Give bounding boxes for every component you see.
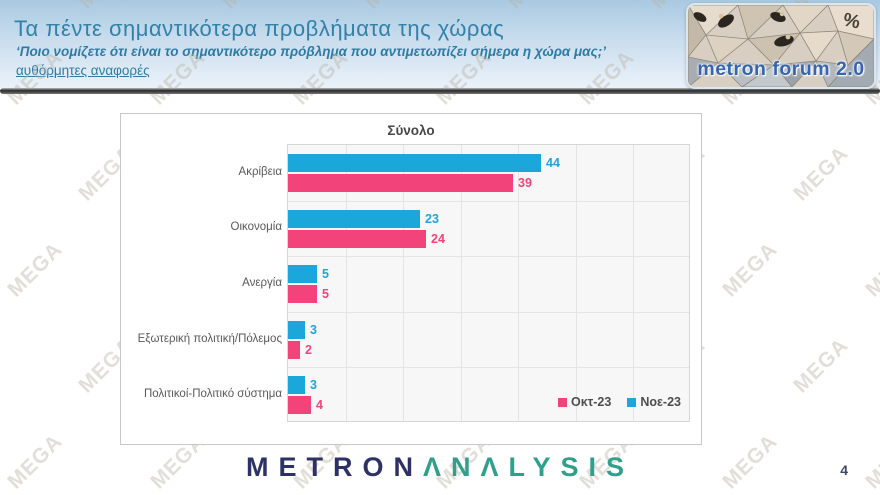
mega-watermark: MEGA <box>789 333 853 398</box>
vertical-gridline <box>576 145 577 421</box>
bar-value-label: 3 <box>310 322 317 337</box>
page-title: Τα πέντε σημαντικότερα προβλήματα της χώ… <box>14 16 505 41</box>
header-divider-bar <box>0 88 880 94</box>
bar-value-label: 44 <box>546 156 560 170</box>
legend-item: Οκτ-23 <box>557 395 612 409</box>
bar-Νοε-23 <box>288 154 541 172</box>
category-label: Εξωτερική πολιτική/Πόλεμος <box>137 332 282 345</box>
bar-value-label: 5 <box>322 267 329 282</box>
mega-watermark: MEGA <box>3 237 67 302</box>
category-row: Οικονομία 23 24 <box>231 201 689 257</box>
bar-Νοε-23 <box>288 320 305 339</box>
horizontal-gridline <box>288 201 689 202</box>
bar-Οκτ-23 <box>288 396 311 415</box>
metron-forum-logo: % metron forum 2.0 <box>686 3 876 89</box>
category-label: Ακρίβεια <box>238 165 282 178</box>
horizontal-gridline <box>288 367 689 368</box>
vertical-gridline <box>518 145 519 421</box>
category-label: Πολιτικοί-Πολιτικό σύστημα <box>143 388 282 401</box>
bar-value-label: 3 <box>310 378 317 393</box>
vertical-gridline <box>461 145 462 421</box>
page-note: αυθόρμητες αναφορές <box>16 63 150 78</box>
bar-value-label: 5 <box>322 287 329 302</box>
metron-forum-logo-text: metron forum 2.0 <box>697 58 865 80</box>
bar-value-label: 24 <box>431 231 445 246</box>
brand-analysis-text: ΛNΛLYSIS <box>422 452 635 482</box>
page-subtitle: ‘Ποιο νομίζετε ότι είναι το σημαντικότερ… <box>16 44 606 59</box>
category-row: Εξωτερική πολιτική/Πόλεμος 3 2 <box>138 312 689 368</box>
mega-watermark: MEGA <box>789 141 853 206</box>
chart-title: Σύνολο <box>387 123 435 138</box>
bar-Οκτ-23 <box>288 340 300 359</box>
chart-legend: Οκτ-23 Νοε-23 <box>557 395 681 409</box>
legend-label: Νοε-23 <box>640 395 681 409</box>
bar-value-label: 2 <box>305 342 312 357</box>
metron-analysis-logo: METRONΛNΛLYSIS <box>0 452 880 483</box>
bar-value-label: 23 <box>425 211 439 226</box>
bar-Νοε-23 <box>288 265 317 284</box>
legend-swatch <box>557 397 567 407</box>
bar-Οκτ-23 <box>288 285 317 304</box>
legend-label: Οκτ-23 <box>570 395 612 409</box>
bar-value-label: 39 <box>518 176 532 190</box>
category-row: Ανεργία 5 5 <box>242 256 689 312</box>
horizontal-gridline <box>288 312 689 313</box>
mosaic-image <box>688 5 874 87</box>
bar-Οκτ-23 <box>288 174 513 192</box>
chart-plot-area: Ακρίβεια 44 39 Οικονομία 23 24 Ανεργία 5 5 Εξωτερ… <box>138 144 690 423</box>
vertical-gridline <box>633 145 634 421</box>
legend-item: Νοε-23 <box>627 395 681 409</box>
legend-swatch <box>627 397 637 407</box>
bar-Νοε-23 <box>288 376 305 395</box>
mega-watermark: MEGA <box>861 237 880 302</box>
category-row: Ακρίβεια 44 39 <box>239 145 689 201</box>
bar-value-label: 4 <box>316 398 323 413</box>
horizontal-gridline <box>288 256 689 257</box>
vertical-gridline <box>403 145 404 421</box>
brand-metron-text: METRON <box>245 452 423 482</box>
bar-Οκτ-23 <box>288 229 426 248</box>
bar-chart: Σύνολο Ακρίβεια 44 39 Οικονομία 23 24 Ανεργία 5… <box>120 113 702 445</box>
bar-Νοε-23 <box>288 209 420 228</box>
category-label: Οικονομία <box>230 221 282 234</box>
mega-watermark: MEGA <box>718 237 782 302</box>
category-row: Πολιτικοί-Πολιτικό σύστημα 3 4 <box>144 367 689 423</box>
category-label: Ανεργία <box>242 276 282 289</box>
vertical-gridline <box>346 145 347 421</box>
page-number: 4 <box>840 462 848 478</box>
